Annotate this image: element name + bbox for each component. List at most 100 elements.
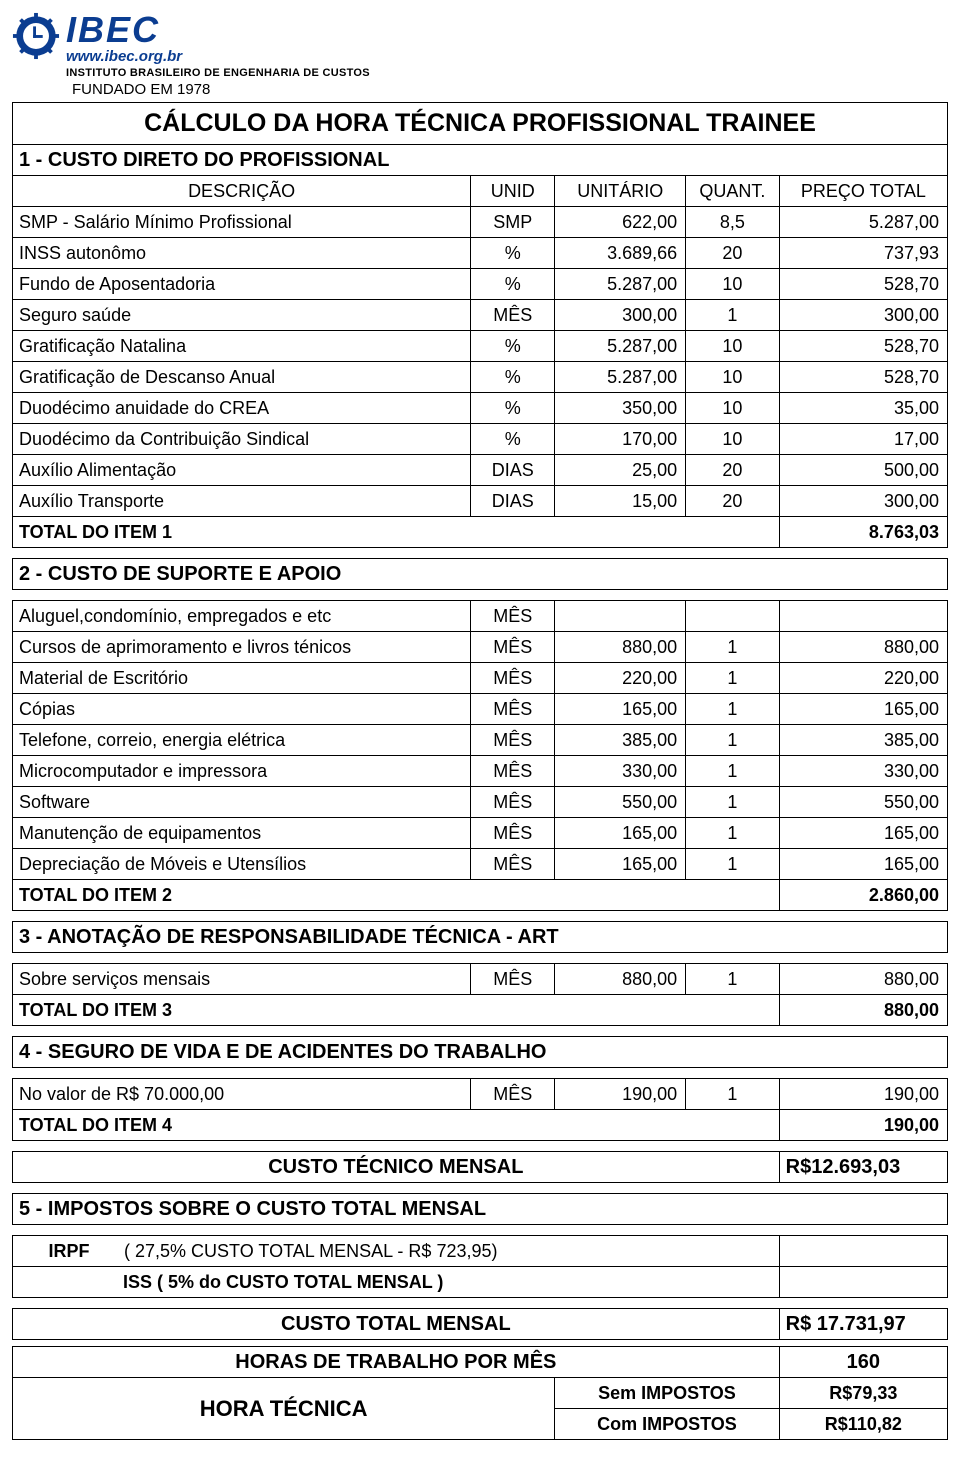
cell: 5.287,00 — [779, 207, 947, 238]
hdr-unit: UNITÁRIO — [555, 176, 686, 207]
table-row: Seguro saúdeMÊS300,001300,00 — [13, 300, 948, 331]
cell: Depreciação de Móveis e Utensílios — [13, 849, 471, 880]
cell: MÊS — [471, 601, 555, 632]
sec1-total-label: TOTAL DO ITEM 1 — [13, 517, 780, 548]
table-row: Auxílio AlimentaçãoDIAS25,0020500,00 — [13, 455, 948, 486]
gear-icon — [12, 12, 60, 60]
custo-tecnico-value: R$12.693,03 — [779, 1152, 947, 1183]
logo-url: www.ibec.org.br — [66, 48, 370, 65]
custo-tecnico-label: CUSTO TÉCNICO MENSAL — [13, 1152, 780, 1183]
logo-subtitle: INSTITUTO BRASILEIRO DE ENGENHARIA DE CU… — [66, 67, 370, 79]
cell: 1 — [686, 663, 780, 694]
cell: MÊS — [471, 849, 555, 880]
cell: 1 — [686, 849, 780, 880]
hdr-unid: UNID — [471, 176, 555, 207]
irpf-text: ( 27,5% CUSTO TOTAL MENSAL - R$ 723,95) — [124, 1241, 497, 1261]
cell: MÊS — [471, 756, 555, 787]
cell: 1 — [686, 1079, 780, 1110]
cell: 10 — [686, 362, 780, 393]
cell: 25,00 — [555, 455, 686, 486]
cell: % — [471, 424, 555, 455]
cell: 190,00 — [779, 1079, 947, 1110]
cell: 165,00 — [555, 818, 686, 849]
table-row: Fundo de Aposentadoria%5.287,0010528,70 — [13, 269, 948, 300]
cell: 880,00 — [555, 632, 686, 663]
cell: DIAS — [471, 486, 555, 517]
cell: 5.287,00 — [555, 362, 686, 393]
cell: 385,00 — [779, 725, 947, 756]
cell: 300,00 — [779, 486, 947, 517]
main-table: CÁLCULO DA HORA TÉCNICA PROFISSIONAL TRA… — [12, 102, 948, 1440]
cell: 880,00 — [779, 632, 947, 663]
cell: 1 — [686, 756, 780, 787]
iss-text: ISS ( 5% do CUSTO TOTAL MENSAL ) — [13, 1267, 780, 1298]
sec4-title: 4 - SEGURO DE VIDA E DE ACIDENTES DO TRA… — [13, 1037, 948, 1068]
cell: 190,00 — [555, 1079, 686, 1110]
table-row: Manutenção de equipamentosMÊS165,001165,… — [13, 818, 948, 849]
cell: SMP - Salário Mínimo Profissional — [13, 207, 471, 238]
cell: 3.689,66 — [555, 238, 686, 269]
cell: 330,00 — [555, 756, 686, 787]
cell: 20 — [686, 238, 780, 269]
cell — [686, 601, 780, 632]
sem-impostos-label: Sem IMPOSTOS — [555, 1378, 779, 1409]
table-row: Aluguel,condomínio, empregados e etcMÊS — [13, 601, 948, 632]
cell — [555, 601, 686, 632]
cell: 1 — [686, 787, 780, 818]
cell: MÊS — [471, 632, 555, 663]
cell: 528,70 — [779, 362, 947, 393]
hora-tecnica-label: HORA TÉCNICA — [13, 1378, 555, 1440]
custo-total-value: R$ 17.731,97 — [779, 1309, 947, 1340]
sec3-title: 3 - ANOTAÇÃO DE RESPONSABILIDADE TÉCNICA… — [13, 922, 948, 953]
iss-value — [779, 1267, 947, 1298]
cell: 165,00 — [555, 694, 686, 725]
table-row: No valor de R$ 70.000,00MÊS190,001190,00 — [13, 1079, 948, 1110]
sec4-total: 190,00 — [779, 1110, 947, 1141]
cell: 550,00 — [779, 787, 947, 818]
sec1-total: 8.763,03 — [779, 517, 947, 548]
table-row: Auxílio TransporteDIAS15,0020300,00 — [13, 486, 948, 517]
sec2-total-label: TOTAL DO ITEM 2 — [13, 880, 780, 911]
sec1-title: 1 - CUSTO DIRETO DO PROFISSIONAL — [13, 145, 948, 176]
logo-name: IBEC — [66, 12, 370, 48]
table-row: Cursos de aprimoramento e livros ténicos… — [13, 632, 948, 663]
cell: 528,70 — [779, 331, 947, 362]
cell: 528,70 — [779, 269, 947, 300]
cell: Seguro saúde — [13, 300, 471, 331]
cell: DIAS — [471, 455, 555, 486]
cell: Manutenção de equipamentos — [13, 818, 471, 849]
sec2-total: 2.860,00 — [779, 880, 947, 911]
cell: 1 — [686, 725, 780, 756]
cell — [779, 601, 947, 632]
cell: MÊS — [471, 818, 555, 849]
cell: Cursos de aprimoramento e livros ténicos — [13, 632, 471, 663]
cell: MÊS — [471, 694, 555, 725]
cell: 10 — [686, 424, 780, 455]
cell: MÊS — [471, 725, 555, 756]
cell: 35,00 — [779, 393, 947, 424]
cell: % — [471, 238, 555, 269]
cell: 622,00 — [555, 207, 686, 238]
table-row: Duodécimo da Contribuição Sindical%170,0… — [13, 424, 948, 455]
horas-label: HORAS DE TRABALHO POR MÊS — [13, 1347, 780, 1378]
custo-total-label: CUSTO TOTAL MENSAL — [13, 1309, 780, 1340]
hdr-total: PREÇO TOTAL — [779, 176, 947, 207]
hdr-quant: QUANT. — [686, 176, 780, 207]
cell: % — [471, 393, 555, 424]
cell: 165,00 — [555, 849, 686, 880]
cell: 737,93 — [779, 238, 947, 269]
cell: Auxílio Transporte — [13, 486, 471, 517]
cell: 880,00 — [555, 964, 686, 995]
cell: 220,00 — [779, 663, 947, 694]
cell: Gratificação Natalina — [13, 331, 471, 362]
cell: 1 — [686, 694, 780, 725]
horas-value: 160 — [779, 1347, 947, 1378]
cell: 880,00 — [779, 964, 947, 995]
cell: % — [471, 362, 555, 393]
cell: Material de Escritório — [13, 663, 471, 694]
cell: 10 — [686, 331, 780, 362]
cell: 550,00 — [555, 787, 686, 818]
cell: 20 — [686, 455, 780, 486]
cell: Cópias — [13, 694, 471, 725]
cell: 1 — [686, 300, 780, 331]
